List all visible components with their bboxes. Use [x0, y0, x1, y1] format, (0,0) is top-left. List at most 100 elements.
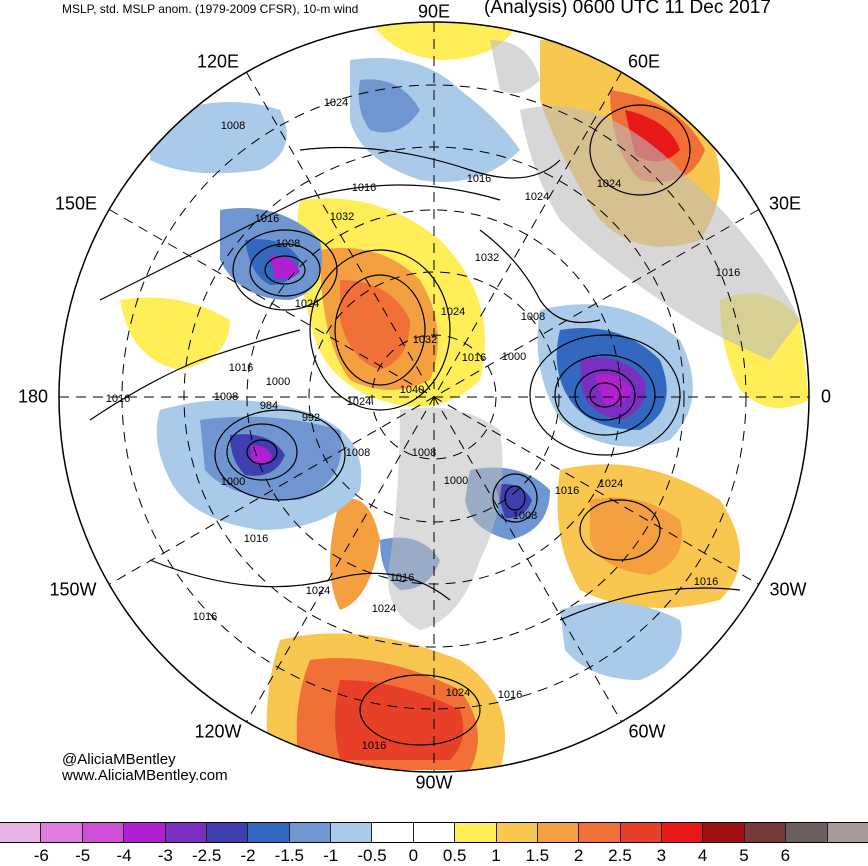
isobar-label: 1016 — [229, 362, 253, 374]
isobar-label: 1024 — [446, 687, 470, 699]
colorbar-tick-label: 0.5 — [442, 846, 467, 865]
lon-label-120e: 120E — [196, 51, 240, 72]
credit-website: www.AliciaMBentley.com — [62, 767, 228, 784]
isobars — [89, 104, 741, 746]
colorbar-tick-label: -2 — [240, 846, 256, 865]
colorbar-segment — [662, 823, 704, 842]
isobar-label: 1016 — [362, 740, 386, 752]
colorbar-tick-label: 4 — [697, 846, 708, 865]
lon-label-180: 180 — [17, 386, 49, 407]
isobar-label: 1016 — [498, 689, 522, 701]
isobar-label: 1008 — [221, 120, 245, 132]
colorbar-segment — [0, 823, 42, 842]
colorbar-tick-label: 2.5 — [608, 846, 632, 865]
colorbar-segment — [372, 823, 414, 842]
isobar-label: 1016 — [716, 267, 740, 279]
isobar-label: 1016 — [390, 572, 414, 584]
colorbar-tick-label: -6 — [33, 846, 49, 865]
colorbar-segment — [786, 823, 828, 842]
isobar-label: 1008 — [412, 447, 436, 459]
colorbar-segment — [620, 823, 662, 842]
isobar-label: 1024 — [599, 478, 623, 490]
colorbar-tick-label: -1.5 — [274, 846, 304, 865]
lon-label-90e: 90E — [417, 1, 451, 22]
colorbar-tick-label: 5 — [739, 846, 749, 865]
isobar-label: 1024 — [306, 585, 330, 597]
colorbar-tick-label: -2.5 — [192, 846, 222, 865]
colorbar-tick-label: 2 — [573, 846, 584, 865]
isobar-label: 1016 — [462, 352, 486, 364]
colorbar-segment — [744, 823, 787, 842]
lon-label-0: 0 — [820, 386, 832, 407]
isobar-label: 1000 — [221, 476, 245, 488]
lon-label-150e: 150E — [54, 193, 98, 214]
isobar-label: 1008 — [276, 238, 300, 250]
colorbar-segment — [496, 823, 538, 842]
lon-label-30e: 30E — [768, 193, 802, 214]
isobar-label: 1008 — [346, 447, 370, 459]
colorbar-segment — [206, 823, 249, 842]
colorbar-tick-label: 0 — [408, 846, 419, 865]
isobar-label: 1000 — [502, 351, 526, 363]
isobar-label: 1024 — [372, 603, 396, 615]
lon-label-90w: 90W — [415, 772, 453, 793]
isobar-labels: 1016 1008 1024 1016 1024 1016 1024 1032 1016 1008… — [106, 97, 740, 752]
isobar-label: 1016 — [352, 182, 376, 194]
colorbar-segment — [248, 823, 290, 842]
isobar-label: 1000 — [444, 475, 468, 487]
lon-label-150w: 150W — [49, 579, 97, 600]
isobar-label: 1000 — [266, 376, 290, 388]
colorbar-segment — [537, 823, 580, 842]
colorbar-tick-label: -1 — [323, 846, 339, 865]
map-boundary — [58, 21, 810, 773]
colorbar-tick-label: -5 — [75, 846, 91, 865]
colorbar-segment — [124, 823, 166, 842]
isobar-label: 1016 — [694, 576, 718, 588]
isobar-label: 1016 — [555, 485, 579, 497]
isobar-label: 1008 — [513, 510, 537, 522]
valid-time-title: (Analysis) 0600 UTC 11 Dec 2017 — [484, 0, 771, 18]
colorbar-tick-label: 1.5 — [525, 846, 550, 865]
isobar-label: 1016 — [106, 393, 130, 405]
isobar-label: 992 — [302, 412, 320, 424]
isobar-label: 1024 — [525, 191, 549, 203]
isobar-label: 1016 — [467, 173, 491, 185]
colorbar-segment — [41, 823, 83, 842]
colorbar-segment — [165, 823, 207, 842]
isobar-label: 1040 — [400, 384, 424, 396]
lon-label-60w: 60W — [628, 721, 666, 742]
colorbar-tick-label: -4 — [116, 846, 132, 865]
colorbar-segment — [331, 823, 373, 842]
colorbar-tick-label: 6 — [780, 846, 791, 865]
colorbar-segment — [703, 823, 745, 842]
isobar-label: 1032 — [413, 334, 437, 346]
graticule — [59, 22, 809, 772]
isobar-label: 1016 — [193, 611, 217, 623]
polar-map: 1016 1008 1024 1016 1024 1016 1024 1032 1016 1008… — [58, 21, 810, 773]
isobar-label: 1032 — [330, 211, 354, 223]
colorbar-segment — [579, 823, 621, 842]
colorbar-tick-label: -3 — [157, 846, 173, 865]
lon-label-120w: 120W — [194, 721, 242, 742]
isobar-label: 1024 — [347, 396, 371, 408]
credit-handle: @AliciaMBentley — [62, 751, 176, 768]
map-title: MSLP, std. MSLP anom. (1979-2009 CFSR), … — [62, 2, 359, 16]
lon-label-60e: 60E — [627, 51, 661, 72]
isobar-label: 1024 — [597, 178, 621, 190]
colorbar-tick-label: 1 — [491, 846, 501, 865]
isobar-label: 1016 — [244, 533, 268, 545]
colorbar-tick-label: -0.5 — [357, 846, 387, 865]
lon-label-30w: 30W — [769, 579, 807, 600]
isobar-label: 1024 — [295, 298, 319, 310]
anomaly-colorbar — [0, 822, 868, 843]
colorbar-segment — [455, 823, 497, 842]
isobar-label: 984 — [260, 400, 278, 412]
isobar-label: 1024 — [324, 97, 348, 109]
colorbar-segment — [827, 823, 868, 842]
isobar-label: 1008 — [521, 311, 545, 323]
colorbar-segment — [413, 823, 456, 842]
isobar-label: 1008 — [214, 391, 238, 403]
colorbar-segment — [82, 823, 125, 842]
colorbar-tick-label: 3 — [656, 846, 667, 865]
colorbar-segment — [289, 823, 331, 842]
